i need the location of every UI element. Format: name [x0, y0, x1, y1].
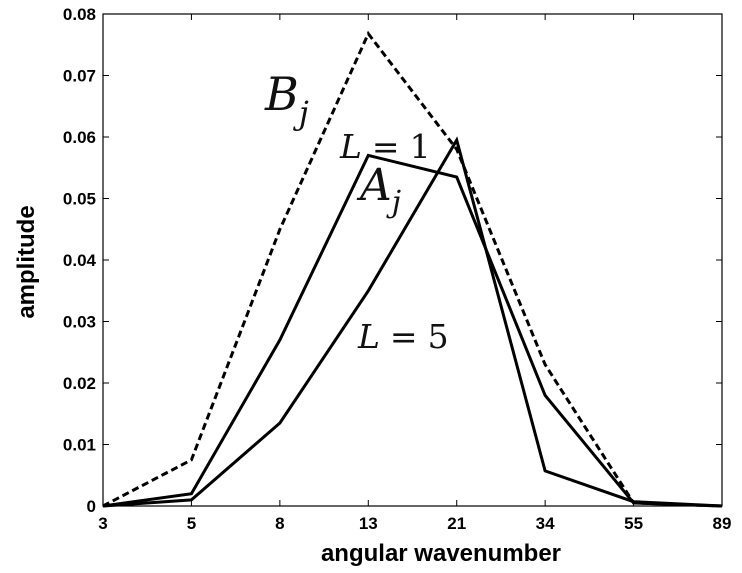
x-tick-label: 34	[536, 514, 555, 533]
series-line-solid-1	[102, 153, 723, 508]
annotations: Bj L = 1 Aj L = 5	[264, 67, 449, 356]
annotation-b-base: B	[264, 67, 299, 121]
y-tick-label: 0.04	[63, 251, 97, 270]
x-tick-label: 21	[447, 514, 466, 533]
y-tick-label: 0.02	[63, 374, 96, 393]
annotation-l5: L = 5	[357, 317, 449, 356]
annotation-l1-lhs: L	[339, 127, 362, 166]
y-tick-label: 0.05	[63, 190, 96, 209]
plot-frame	[102, 13, 723, 507]
annotation-l1-op: =	[372, 127, 400, 166]
annotation-l5-rhs: 5	[428, 317, 449, 356]
series-line-solid-2	[102, 136, 723, 508]
y-tick-label: 0.07	[63, 67, 96, 86]
y-tick-label: 0.06	[63, 128, 96, 147]
annotation-l5-lhs: L	[357, 317, 380, 356]
annotation-l1-rhs: 1	[410, 127, 431, 166]
plot-area: 0 0.01 0.02 0.03 0.04 0.05 0.06 0.07 0.08 3 5 8 13 21…	[63, 5, 732, 533]
y-tick-label: 0.01	[63, 436, 96, 455]
x-tick-label: 55	[624, 514, 643, 533]
x-tick-label: 13	[359, 514, 378, 533]
y-tick-label: 0.08	[63, 5, 96, 24]
annotation-l5-op: =	[390, 317, 418, 356]
x-axis-title: angular wavenumber	[321, 540, 561, 567]
y-axis-title: amplitude	[13, 205, 40, 318]
x-tick-label: 89	[713, 514, 732, 533]
series-line-dashed	[102, 30, 723, 508]
y-tick-label: 0.03	[63, 313, 96, 332]
y-tick-label: 0	[87, 497, 96, 516]
annotation-l1: L = 1	[339, 127, 431, 166]
annotation-a: Aj	[356, 160, 401, 220]
annotation-b: Bj	[264, 67, 309, 132]
x-tick-label: 5	[187, 514, 196, 533]
x-tick-label: 3	[98, 514, 107, 533]
annotation-a-base: A	[356, 160, 392, 211]
x-tick-label: 8	[275, 514, 284, 533]
